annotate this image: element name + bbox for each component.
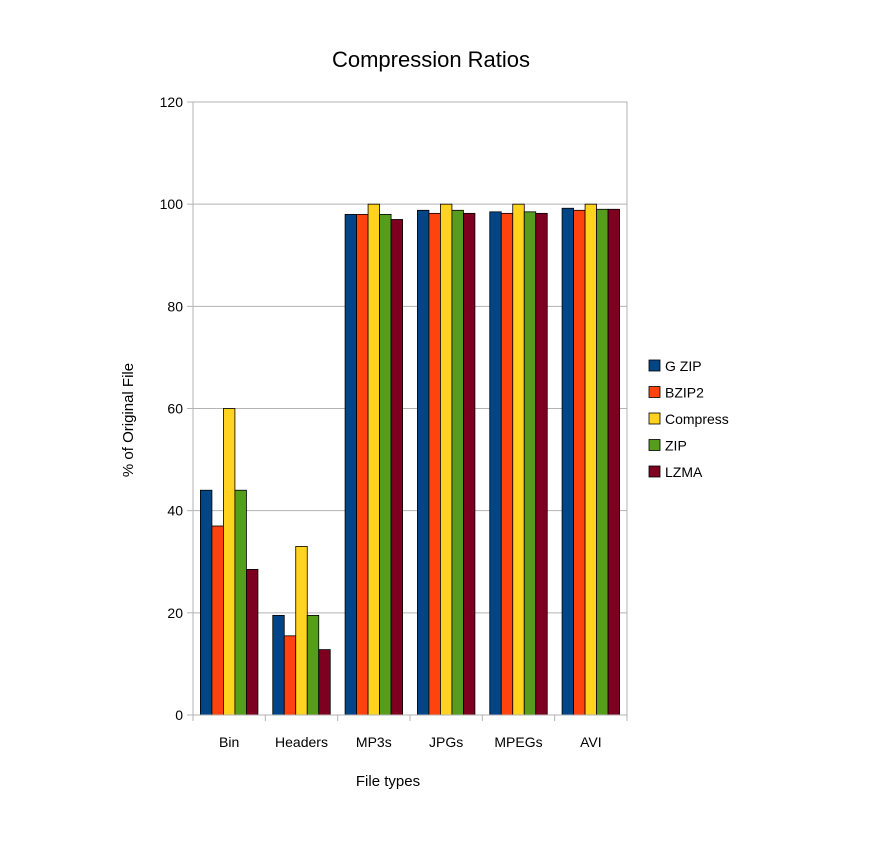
y-tick-label-80: 80 [167, 298, 183, 314]
bar-bzip2-mpegs [500, 212, 514, 716]
bar-zip-mpegs [523, 211, 537, 716]
bar-g-zip-jpgs [417, 209, 430, 716]
y-axis-label: % of Original File [120, 363, 137, 477]
chart-title: Compression Ratios [332, 47, 530, 72]
bar-g-zip-bin [200, 489, 213, 716]
legend-label-compress: Compress [665, 411, 729, 427]
bar-bzip2-jpgs [428, 212, 441, 716]
bar-g-zip-mp3s [344, 213, 357, 716]
bar-compress-avi [584, 203, 597, 716]
legend-label-g-zip: G ZIP [665, 358, 702, 374]
bar-zip-avi [596, 208, 609, 716]
x-tick-label-mpegs: MPEGs [494, 734, 542, 750]
bar-compress-mp3s [367, 203, 380, 716]
x-tick-label-bin: Bin [219, 734, 239, 750]
y-tick-label-120: 120 [160, 94, 184, 110]
bar-compress-mpegs [512, 203, 525, 716]
bar-g-zip-headers [272, 614, 285, 716]
bar-lzma-headers [318, 649, 331, 716]
bar-bzip2-bin [211, 525, 224, 716]
x-tick-label-jpgs: JPGs [429, 734, 463, 750]
legend-label-zip: ZIP [665, 438, 687, 454]
legend-label-lzma: LZMA [665, 464, 703, 480]
y-tick-label-60: 60 [167, 401, 183, 417]
legend-swatch-compress [648, 412, 661, 425]
bar-compress-headers [295, 546, 308, 716]
bar-zip-headers [306, 614, 320, 716]
legend-swatch-g-zip [648, 359, 661, 372]
y-tick-label-20: 20 [167, 605, 183, 621]
x-tick-label-avi: AVI [580, 734, 602, 750]
bar-zip-mp3s [379, 213, 392, 716]
bar-lzma-jpgs [463, 212, 476, 716]
bar-zip-jpgs [451, 209, 464, 716]
y-tick-labels: 0 20 40 60 80 100 120 [160, 94, 184, 723]
x-tick-label-mp3s: MP3s [356, 734, 392, 750]
x-axis-label: File types [356, 773, 420, 790]
bar-lzma-mpegs [535, 212, 548, 716]
legend-swatch-zip [648, 439, 661, 451]
legend-swatch-bzip2 [648, 386, 661, 398]
y-tick-label-100: 100 [160, 196, 184, 212]
bar-lzma-avi [607, 208, 620, 716]
bar-bzip2-mp3s [356, 213, 369, 716]
bars [200, 203, 620, 716]
axes [187, 101, 628, 721]
legend-label-bzip2: BZIP2 [665, 385, 704, 401]
legend-swatch-lzma [648, 465, 661, 478]
bar-g-zip-avi [561, 207, 574, 716]
bar-zip-bin [234, 489, 247, 716]
y-tick-label-40: 40 [167, 503, 183, 519]
y-tick-label-0: 0 [175, 707, 183, 723]
bar-compress-bin [223, 408, 236, 716]
bar-bzip2-headers [283, 635, 297, 716]
bar-compress-jpgs [440, 203, 453, 716]
bar-lzma-bin [246, 569, 259, 716]
bar-g-zip-mpegs [489, 211, 502, 716]
x-tick-labels: Bin Headers MP3s JPGs MPEGs AVI [219, 734, 602, 750]
bar-lzma-mp3s [390, 219, 403, 716]
legend: G ZIP BZIP2 Compress ZIP LZMA [648, 358, 729, 480]
x-tick-label-headers: Headers [275, 734, 328, 750]
bar-bzip2-avi [573, 209, 586, 716]
